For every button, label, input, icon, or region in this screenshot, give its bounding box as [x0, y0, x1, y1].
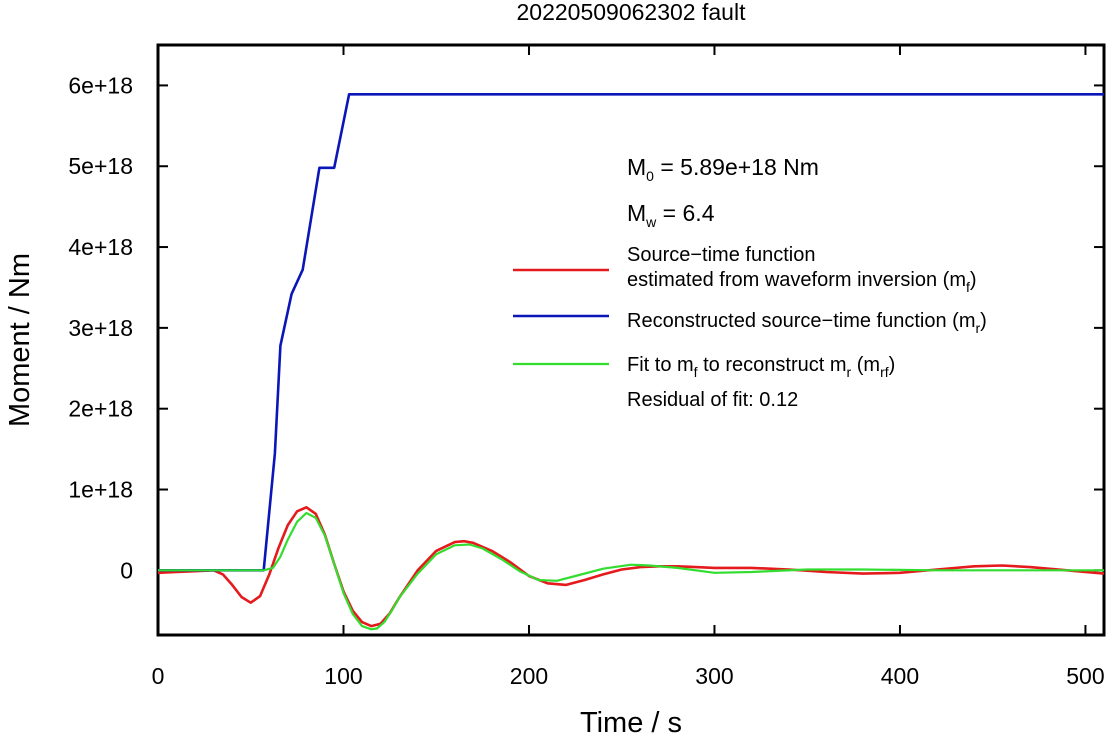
legend-label-stf: Source−time function: [627, 244, 815, 266]
y-tick-label: 5e+18: [68, 153, 133, 179]
data-series: [157, 93, 1105, 631]
x-tick-label: 400: [881, 663, 919, 689]
annotation-m0: M0 = 5.89e+18 Nm: [627, 154, 819, 184]
y-axis-label: Moment / Nm: [4, 253, 36, 427]
axis-ticks: 0 100 200 300 400 500 0 1e+18 2e+18 3e+18 4e+18 5e+…: [68, 45, 1105, 689]
annotations: M0 = 5.89e+18 Nm Mw = 6.4: [627, 154, 819, 230]
y-tick-label: 3e+18: [68, 315, 133, 341]
annotation-residual: Residual of fit: 0.12: [627, 389, 798, 411]
series-line-fit: [158, 511, 1104, 631]
y-tick-label: 1e+18: [68, 477, 133, 503]
x-tick-label: 0: [152, 663, 165, 689]
y-tick-label: 0: [120, 557, 133, 583]
series-line-stf: [157, 506, 1105, 628]
series-line-rstf: [158, 93, 1104, 572]
x-axis-label: Time / s: [580, 707, 682, 736]
legend-label-fit: Fit to mf to reconstruct mr (mrf): [627, 354, 895, 380]
x-tick-label: 100: [324, 663, 362, 689]
legend: Source−time function estimated from wavef…: [513, 244, 987, 411]
y-tick-label: 2e+18: [68, 396, 133, 422]
x-tick-label: 300: [695, 663, 733, 689]
x-tick-label: 500: [1066, 663, 1104, 689]
y-tick-label: 6e+18: [68, 72, 133, 98]
plot-frame: [156, 43, 1106, 637]
legend-label-rstf: Reconstructed source−time function (mr): [627, 310, 987, 336]
x-tick-label: 200: [510, 663, 548, 689]
legend-label-stf: estimated from waveform inversion (mf): [627, 269, 977, 295]
y-tick-label: 4e+18: [68, 234, 133, 260]
annotation-mw: Mw = 6.4: [627, 200, 715, 230]
chart-title: 20220509062302 fault: [517, 0, 747, 25]
